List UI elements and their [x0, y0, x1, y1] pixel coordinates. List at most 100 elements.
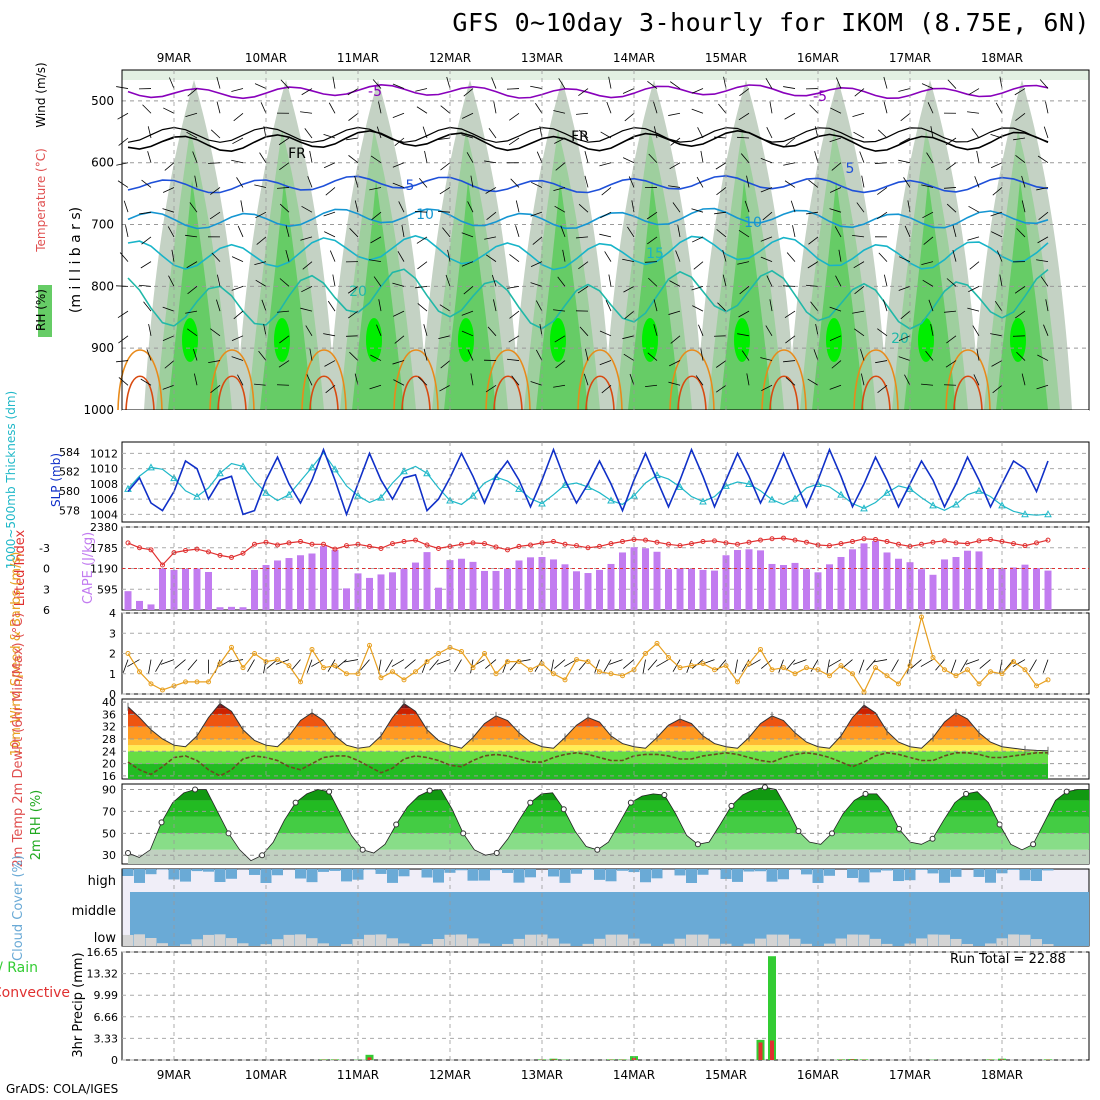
wind-barb	[670, 335, 681, 344]
wind-speed-marker	[194, 679, 200, 685]
thickness-marker	[446, 496, 454, 504]
wind-barb	[990, 211, 1003, 217]
date-label-top: 17MAR	[889, 51, 931, 65]
wind-barb-10m	[391, 659, 405, 667]
wind-barb-10m	[785, 659, 796, 671]
wind-barb	[553, 309, 566, 312]
pressure-tick-label: 600	[91, 156, 114, 170]
wind-barb	[511, 375, 520, 386]
wind-barb	[605, 300, 612, 312]
wind-barb	[279, 203, 290, 213]
wind-barb	[578, 88, 589, 97]
wind-barb-10m	[891, 659, 899, 672]
isotherm-25-loop	[577, 349, 623, 411]
thickness-marker	[538, 499, 546, 507]
date-label-top: 12MAR	[429, 51, 471, 65]
cloud-low-bar	[456, 934, 467, 946]
thickness-marker	[377, 493, 385, 501]
cape-bar	[205, 571, 212, 610]
cloud-high-bar	[490, 869, 502, 871]
wind-speed-marker	[252, 651, 257, 656]
wind-barb	[349, 228, 359, 238]
wind-barb	[414, 211, 428, 213]
wind-barb	[260, 102, 267, 114]
cloud-low-bar	[502, 943, 513, 946]
li-tick-label: -3	[39, 542, 50, 555]
wind-barb	[530, 282, 543, 287]
cape-bar	[469, 561, 477, 610]
lifted-index-marker	[884, 539, 890, 545]
precip-tick-label: 3.33	[94, 1032, 119, 1045]
wind-speed-marker	[689, 663, 694, 669]
wind-barb	[301, 286, 313, 293]
wind-speed-marker	[562, 677, 568, 683]
wind-speed-marker	[597, 669, 602, 675]
lifted-index-marker	[562, 541, 568, 547]
thickness-marker	[1044, 510, 1052, 518]
lifted-index-marker	[689, 541, 694, 547]
cloud-high-bar	[145, 869, 157, 875]
wind-barb	[903, 177, 911, 188]
wind-barb	[898, 285, 911, 291]
cape-bar	[964, 550, 971, 610]
cape-bar	[872, 540, 879, 610]
cape-bar	[722, 555, 730, 610]
cape-bar	[1033, 568, 1040, 610]
wind-barb	[578, 203, 589, 213]
cape-bar	[193, 568, 201, 610]
cloud-high-bar	[260, 869, 272, 883]
wind-barb	[1016, 228, 1026, 238]
wind-barb	[599, 233, 612, 238]
wind-speed-marker	[424, 659, 430, 665]
cape-bar	[561, 564, 569, 610]
wind-barb	[852, 234, 865, 238]
wind-barb-10m	[647, 659, 658, 671]
wind-barb	[162, 208, 175, 213]
wind-barb	[669, 280, 681, 287]
rh-marker	[896, 825, 903, 832]
cloud-high-bar	[352, 869, 364, 880]
cape-bar	[826, 564, 833, 610]
wind-barb	[147, 151, 152, 163]
wind-barb	[376, 324, 382, 336]
wind-barb	[1021, 175, 1026, 188]
cloud-high-bar	[605, 869, 617, 882]
cape-bar	[274, 560, 281, 610]
lifted-index-marker	[942, 538, 947, 544]
wind-speed-marker	[470, 665, 476, 671]
cape-bar	[216, 607, 224, 610]
wind-barb	[300, 307, 313, 312]
upper-air-gap	[122, 410, 1089, 440]
rh-shade-light	[122, 70, 1089, 80]
wind-barb	[722, 249, 727, 262]
wind-barb	[185, 112, 198, 118]
thickness-marker	[975, 486, 983, 494]
wind-barb	[769, 299, 773, 312]
lifted-index-marker	[804, 539, 809, 545]
lifted-index-marker	[792, 537, 798, 543]
li-tick-label: 6	[43, 604, 50, 617]
chart-title: GFS 0~10day 3-hourly for IKOM (8.75E, 6N…	[452, 8, 1090, 37]
cloud-low-bar	[985, 943, 996, 946]
wind-barb	[194, 175, 198, 188]
wind-barb	[123, 200, 129, 213]
cloud-high-bar	[525, 869, 536, 878]
cape-bar	[136, 600, 143, 610]
slp-tick-label: 1010	[90, 463, 118, 476]
wind-barb	[718, 103, 727, 114]
wind-barb	[644, 261, 658, 263]
wind-barb	[187, 286, 198, 295]
wind-barb	[738, 229, 750, 238]
wind-barb	[898, 88, 911, 92]
temp-tick-label: 36	[102, 708, 116, 721]
wind-barb	[647, 236, 658, 245]
wind-barb	[397, 251, 405, 262]
cape-bar	[941, 559, 948, 610]
wind-barb	[392, 112, 405, 119]
wind-barb	[601, 187, 612, 196]
wind-barb	[231, 356, 244, 361]
wind-barb	[691, 236, 704, 243]
cloud-high-bar	[904, 869, 916, 881]
wind-barb	[506, 88, 520, 90]
wind-speed-marker	[505, 659, 510, 665]
